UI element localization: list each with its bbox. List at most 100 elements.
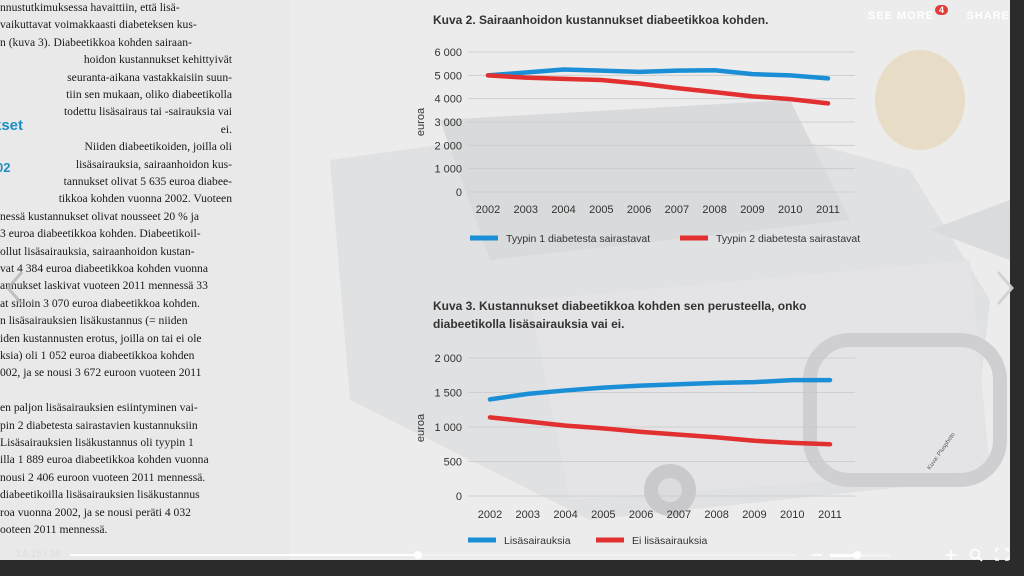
zoom-in-button[interactable]	[944, 546, 958, 569]
x-tick-label: 2004	[551, 204, 575, 216]
series-line-1	[485, 67, 831, 81]
y-axis-label: euroa	[415, 413, 427, 442]
y-tick-label: 5 000	[434, 70, 462, 82]
chevron-left-icon	[6, 271, 24, 305]
x-tick-label: 2008	[704, 509, 728, 521]
x-tick-label: 2006	[629, 509, 653, 521]
article-text-line: Lisäsairauksien lisäkustannus oli tyypin…	[0, 436, 194, 449]
article-text-line: ei.	[220, 122, 232, 136]
chart-1-title: Kuva 2. Sairaanhoidon kustannukset diabe…	[433, 13, 769, 27]
article-text-line: Niiden diabeetikoiden, joilla oli	[84, 140, 232, 154]
y-axis-label: euroa	[415, 107, 427, 136]
x-tick-label: 2011	[816, 204, 840, 216]
article-text-line: tiin sen mukaan, oliko diabeetikolla	[66, 88, 232, 101]
x-tick-label: 2007	[665, 204, 689, 216]
page-progress-handle[interactable]	[414, 551, 423, 559]
x-tick-label: 2005	[589, 204, 613, 216]
article-text-line: tannukset olivat 5 635 euroa diabee-	[63, 175, 232, 188]
article-text-line: ollut lisäsairauksia, sairaanhoidon kust…	[0, 244, 195, 258]
zoom-slider-handle[interactable]	[853, 551, 861, 559]
page-progress-slider[interactable]	[70, 551, 796, 559]
chevron-right-icon	[996, 271, 1014, 305]
article-text-line: 3 euroa diabeetikkoa kohden. Diabeetikoi…	[0, 227, 201, 241]
series-line-1	[487, 377, 833, 402]
zoom-out-button[interactable]	[810, 546, 824, 569]
zoom-slider-fill	[830, 554, 857, 557]
see-more-count-badge: 4	[934, 5, 948, 15]
article-text-line: pin 2 diabetesta sairastavien kustannuks…	[0, 418, 198, 432]
x-tick-label: 2011	[818, 509, 842, 521]
see-more-button[interactable]: SEE MORE 4	[867, 5, 948, 22]
article-text-line: roa vuonna 2002, ja se nousi peräti 4 03…	[0, 505, 191, 519]
zoom-slider[interactable]	[830, 551, 890, 559]
x-tick-label: 2002	[476, 204, 500, 216]
series-line-2	[485, 73, 831, 106]
chart-2-title: Kuva 3. Kustannukset diabeetikkoa kohden…	[433, 299, 807, 331]
x-tick-label: 2008	[702, 204, 726, 216]
y-tick-label: 1 000	[434, 422, 462, 434]
partial-section-heading: kset 02	[0, 0, 40, 200]
y-tick-label: 6 000	[434, 47, 462, 59]
y-tick-label: 500	[444, 457, 462, 469]
y-tick-label: 2 000	[434, 140, 462, 152]
chart-2: 0 500 1 000 1 500 2 000 2002 2003 2004 2005 2006 2…	[415, 353, 855, 547]
share-button[interactable]: SHARE	[966, 10, 1010, 22]
minus-icon	[812, 554, 822, 556]
article-text-line: en paljon lisäsairauksien esiintyminen v…	[0, 401, 198, 415]
see-more-label: SEE MORE	[867, 10, 934, 22]
legend-label: Lisäsairauksia	[504, 535, 571, 547]
y-tick-label: 0	[456, 491, 462, 503]
plus-icon	[946, 550, 956, 560]
search-icon	[969, 548, 983, 562]
article-text-line: lisäsairauksia, sairaanhoidon kus-	[75, 157, 232, 171]
page-progress-fill	[70, 554, 419, 556]
magazine-spread: Kuva: Plusphoto kset 02 nnustutkimuksess…	[0, 0, 1010, 560]
article-body-text: nnustutkimuksessa havaittiin, että lisä-…	[0, 0, 240, 560]
x-tick-label: 2003	[514, 204, 538, 216]
article-text-line: nousi 2 406 euroon vuoteen 2011 mennessä…	[0, 470, 206, 484]
page-indicator: 14-15 / 36	[16, 549, 62, 560]
article-text-line: illa 1 889 euroa diabeetikkoa kohden vuo…	[0, 453, 209, 467]
legend-label: Tyypin 1 diabetesta sairastavat	[506, 233, 650, 245]
article-text-line: n lisäsairauksien lisäkustannus (= niide…	[0, 314, 188, 328]
x-tick-label: 2005	[591, 509, 615, 521]
x-tick-label: 2002	[478, 509, 502, 521]
x-tick-label: 2010	[780, 509, 804, 521]
article-text-line: hoidon kustannukset kehittyivät	[83, 53, 232, 67]
x-tick-label: 2006	[627, 204, 651, 216]
article-text-line: vat 4 384 euroa diabeetikkoa kohden vuon…	[0, 262, 208, 275]
y-tick-label: 1 000	[434, 164, 462, 176]
fullscreen-button[interactable]	[994, 546, 1010, 569]
x-tick-label: 2010	[778, 204, 802, 216]
article-text-line: at silloin 3 070 euroa diabeetikkoa kohd…	[0, 296, 200, 310]
article-text-line: tikkoa kohden vuonna 2002. Vuoteen	[58, 192, 232, 206]
magnifier-button[interactable]	[968, 546, 984, 569]
legend-label: Tyypin 2 diabetesta sairastavat	[716, 233, 860, 245]
chart-1: 0 1 000 2 000 3 000 4 000 5 000 6 000 2002 2003 2…	[415, 47, 860, 245]
article-text-line: todettu lisäsairaus tai -sairauksia vai	[63, 105, 232, 119]
x-tick-label: 2009	[740, 204, 764, 216]
y-tick-label: 1 500	[434, 388, 462, 400]
partial-heading-line-1: kset	[0, 117, 24, 134]
legend-label: Ei lisäsairauksia	[632, 535, 707, 547]
prev-page-arrow[interactable]	[4, 268, 28, 308]
fullscreen-icon	[995, 548, 1009, 561]
article-text-line: vaikuttavat voimakkaasti diabeteksen kus…	[0, 18, 197, 32]
y-tick-label: 0	[456, 187, 462, 199]
x-tick-label: 2003	[516, 509, 540, 521]
article-text-line: 002, ja se nousi 3 672 euroon vuoteen 20…	[0, 366, 202, 380]
x-tick-label: 2009	[742, 509, 766, 521]
y-tick-label: 4 000	[434, 94, 462, 106]
article-text-line: ksia) oli 1 052 euroa diabeetikkoa kohde…	[0, 349, 195, 362]
article-text-line: nessä kustannukset olivat nousseet 20 % …	[0, 209, 199, 223]
y-tick-label: 3 000	[434, 117, 462, 129]
article-text-line: ooteen 2011 mennessä.	[0, 523, 108, 536]
article-text-line: iden kustannusten erotus, joilla on tai …	[0, 331, 202, 345]
partial-heading-line-2: 02	[0, 160, 11, 175]
next-page-arrow[interactable]	[992, 268, 1016, 308]
article-text-line: annukset laskivat vuoteen 2011 mennessä …	[0, 279, 208, 293]
y-tick-label: 2 000	[434, 353, 462, 365]
x-tick-label: 2007	[667, 509, 691, 521]
x-tick-label: 2004	[553, 509, 577, 521]
